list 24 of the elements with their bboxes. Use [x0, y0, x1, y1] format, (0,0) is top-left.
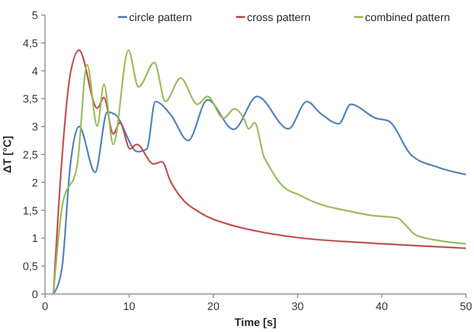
y-axis-title: ΔT [°C] [2, 135, 14, 174]
line-series [52, 49, 467, 295]
x-tick-label: 0 [42, 301, 48, 313]
y-tick-label: 2 [32, 177, 38, 190]
x-axis-title: Time [s] [234, 317, 277, 329]
y-tick-label: 3 [32, 122, 38, 134]
y-tick-label: 5 [32, 10, 38, 22]
legend-label: cross pattern [247, 12, 311, 24]
y-tick-label: 3,5 [22, 94, 38, 106]
x-tick-label: 10 [123, 301, 136, 313]
x-tick-label: 50 [460, 301, 472, 313]
line-series [52, 96, 467, 295]
y-tick-label: 4 [32, 66, 38, 78]
y-tick-label: 1,5 [22, 205, 38, 218]
y-tick-label: 2,5 [22, 150, 38, 162]
legend-label: circle pattern [129, 12, 192, 24]
x-tick-label: 40 [376, 301, 388, 313]
y-tick-label: 0,5 [22, 261, 38, 274]
legend-label: combined pattern [365, 12, 450, 24]
x-tick-label: 20 [207, 301, 220, 313]
y-tick-label: 0 [32, 289, 38, 301]
y-tick-label: 4,5 [22, 38, 38, 50]
y-tick-label: 1 [32, 233, 38, 246]
x-tick-label: 30 [291, 301, 304, 313]
